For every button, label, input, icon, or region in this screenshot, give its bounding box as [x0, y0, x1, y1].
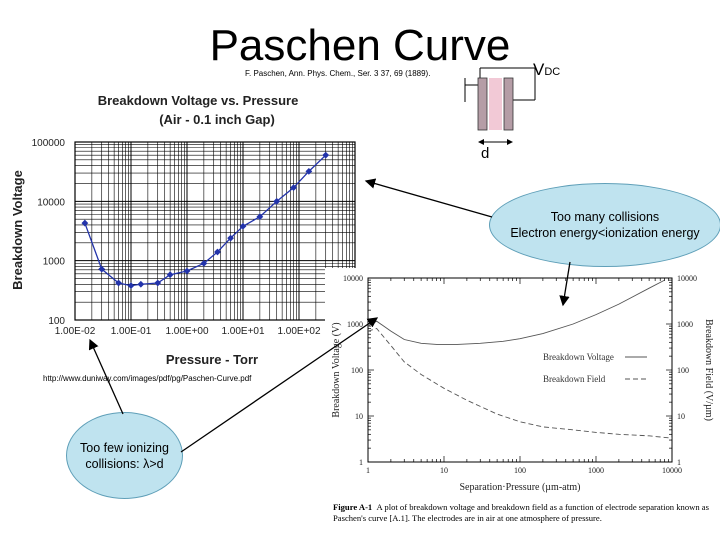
chart1-xlabel: Pressure - Torr [166, 352, 258, 367]
chart1-y-tick-label: 1000 [43, 257, 66, 268]
chart2-x-tick-label: 1000 [588, 466, 604, 475]
breakdown-voltage-chart: Breakdown Voltage vs. Pressure (Air - 0.… [0, 88, 362, 370]
callout-top-line2: Electron energy<ionization energy [510, 225, 699, 241]
arrow-top-to-chart1 [366, 181, 492, 217]
chart2-y-tick-label: 1 [359, 458, 363, 467]
chart1-x-ticks: 1.00E-02 1.00E-01 1.00E+00 1.00E+01 1.00E+02 [55, 326, 321, 337]
chart2-y2-tick-label: 100 [677, 366, 689, 375]
chart2-xlabel: Separation·Pressure (µm-atm) [459, 482, 580, 493]
gas-gap [489, 78, 502, 130]
citation-text: F. Paschen, Ann. Phys. Chem., Ser. 3 37,… [245, 69, 430, 78]
chart2-y-tick-label: 10 [355, 412, 363, 421]
electrode-right [504, 78, 513, 130]
chart2-y2-tick-label: 1000 [677, 320, 693, 329]
chart2-y-tick-label: 1000 [347, 320, 363, 329]
paschen-figure-chart: 1 10 100 1000 100001101001000100001101001000… [325, 268, 720, 500]
chart2-x-tick-label: 100 [514, 466, 526, 475]
chart2-x-tick-label: 10000 [662, 466, 682, 475]
chart2-y-tick-label: 10000 [343, 274, 363, 283]
chart2-ylabel: Breakdown Voltage (V) [331, 322, 342, 417]
chart2-y2-tick-label: 10000 [677, 274, 697, 283]
chart1-title: Breakdown Voltage vs. Pressure [98, 93, 299, 108]
chart2-y2label: Breakdown Field (V/µm) [703, 319, 714, 421]
chart2-legend-label: Breakdown Field [543, 374, 606, 384]
callout-too-few-collisions: Too few ionizing collisions: λ>d [66, 412, 183, 499]
source-url: http://www.duniway.com/images/pdf/pg/Pas… [43, 374, 251, 383]
electrode-left [478, 78, 487, 130]
chart2-y-tick-label: 100 [351, 366, 363, 375]
chart1-x-tick-label: 1.00E-01 [111, 326, 152, 337]
chart2-x-tick-label: 1 [366, 466, 370, 475]
callout-bottom-line1: Too few ionizing [80, 440, 169, 456]
chart1-x-tick-label: 1.00E+01 [221, 326, 265, 337]
chart2-legend-label: Breakdown Voltage [543, 352, 614, 362]
gap-arrow-right [507, 139, 513, 145]
chart1-ylabel: Breakdown Voltage [10, 170, 25, 290]
chart1-y-tick-label: 100000 [32, 138, 66, 149]
figure-caption: Figure A-1 A plot of breakdown voltage a… [333, 502, 715, 524]
chart1-x-tick-label: 1.00E+00 [165, 326, 209, 337]
chart1-subtitle: (Air - 0.1 inch Gap) [159, 112, 275, 127]
chart2-x-tick-label: 10 [440, 466, 448, 475]
callout-top-line1: Too many collisions [510, 209, 699, 225]
electrode-diagram [440, 60, 540, 155]
chart1-y-tick-label: 10000 [37, 197, 65, 208]
chart2-y2-tick-label: 1 [677, 458, 681, 467]
callout-bottom-line2: collisions: λ>d [80, 456, 169, 472]
vdc-subscript: DC [544, 66, 560, 78]
caption-label: Figure A-1 [333, 502, 372, 512]
chart1-y-tick-label: 100 [48, 316, 65, 327]
gap-arrow-left [478, 139, 484, 145]
chart2-y2-tick-label: 10 [677, 412, 685, 421]
chart1-x-tick-label: 1.00E-02 [55, 326, 96, 337]
caption-text: A plot of breakdown voltage and breakdow… [333, 502, 709, 523]
callout-too-many-collisions: Too many collisions Electron energy<ioniz… [489, 183, 720, 267]
chart1-x-tick-label: 1.00E+02 [277, 326, 321, 337]
